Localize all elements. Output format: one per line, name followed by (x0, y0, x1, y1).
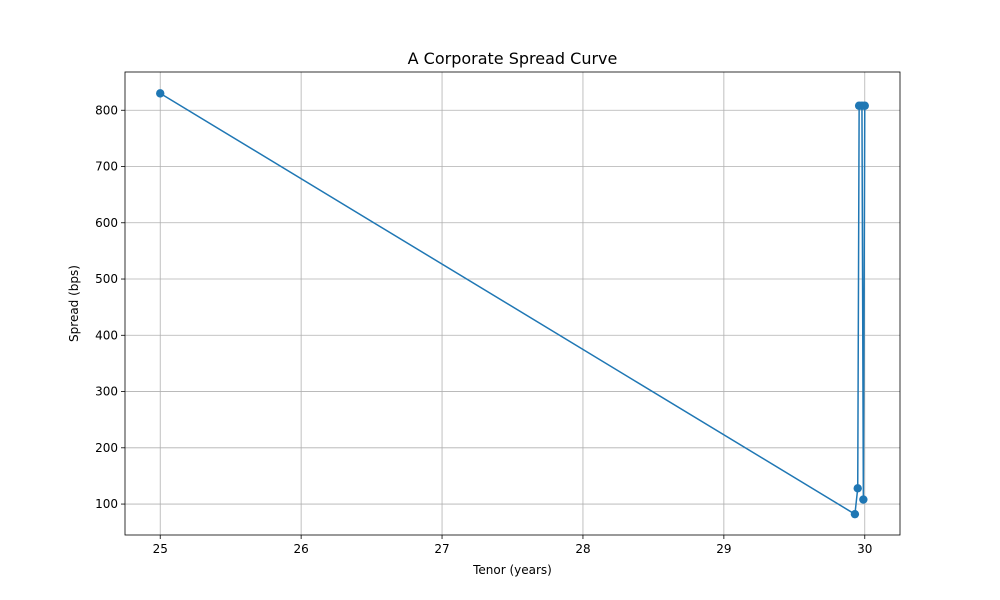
data-point (860, 101, 869, 110)
plot-frame (124, 71, 901, 536)
y-tick-label: 500 (95, 272, 118, 286)
x-tick-label: 27 (434, 542, 449, 556)
y-tick-label: 600 (95, 216, 118, 230)
grid (125, 72, 900, 535)
x-tick-label: 25 (153, 542, 168, 556)
y-tick-label: 200 (95, 441, 118, 455)
y-axis: 100 200 300 400 500 600 700 800 (95, 103, 125, 511)
y-tick-label: 100 (95, 497, 118, 511)
x-tick-label: 28 (575, 542, 590, 556)
x-axis-label: Tenor (years) (472, 563, 552, 577)
chart-title: A Corporate Spread Curve (408, 49, 618, 68)
data-point (156, 89, 165, 98)
x-tick-label: 26 (293, 542, 308, 556)
data-point (853, 484, 862, 493)
y-axis-label: Spread (bps) (67, 265, 81, 342)
data-point (859, 495, 868, 504)
series-line (159, 92, 866, 515)
y-tick-label: 700 (95, 160, 118, 174)
x-axis: 25 26 27 28 29 30 (153, 535, 872, 556)
x-tick-label: 30 (857, 542, 872, 556)
y-tick-label: 300 (95, 385, 118, 399)
y-tick-label: 400 (95, 328, 118, 342)
data-point (850, 509, 860, 519)
series-layer (156, 89, 869, 519)
x-tick-label: 29 (716, 542, 731, 556)
y-tick-label: 800 (95, 103, 118, 117)
